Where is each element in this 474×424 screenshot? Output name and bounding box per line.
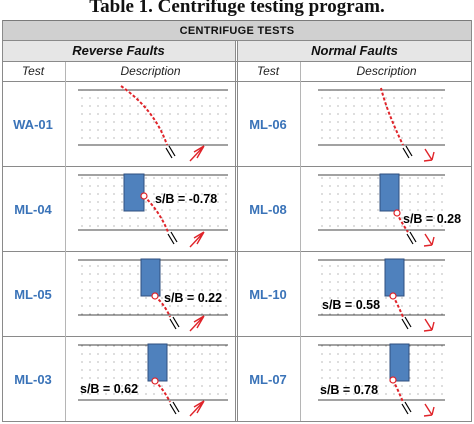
test-id: ML-05 xyxy=(14,287,52,302)
grid-line xyxy=(237,41,238,421)
fault-mark xyxy=(167,233,175,245)
soil-layer xyxy=(78,175,228,230)
fault-mark xyxy=(401,318,409,330)
diagram-ml-07: s/B = 0.78 xyxy=(318,343,445,417)
fault-trace xyxy=(120,85,168,146)
footing xyxy=(123,173,145,212)
diagram-ml-04: s/B = -0.78 xyxy=(78,173,228,248)
footing xyxy=(389,343,410,382)
test-id: ML-07 xyxy=(249,372,287,387)
soil-layer xyxy=(318,90,445,145)
uplift-arrow-icon xyxy=(189,231,205,248)
fault-outcrop-point xyxy=(140,192,148,200)
downthrow-arrow-icon xyxy=(423,318,435,332)
table-caption: Table 1. Centrifuge testing program. xyxy=(89,0,385,17)
fault-mark xyxy=(169,403,177,415)
fault-trace xyxy=(380,87,404,146)
sb-label: s/B = 0.58 xyxy=(322,298,380,312)
sb-label: s/B = 0.78 xyxy=(320,383,378,397)
footing xyxy=(379,173,400,212)
soil-layer xyxy=(318,260,445,315)
grid-line xyxy=(2,20,3,421)
fault-mark xyxy=(409,231,417,243)
grid-line xyxy=(2,421,472,422)
fault-mark xyxy=(169,318,177,330)
test-id: ML-06 xyxy=(249,117,287,132)
uplift-arrow-icon xyxy=(189,400,205,417)
diagram-ml-06 xyxy=(318,87,445,162)
test-id: WA-01 xyxy=(13,117,53,132)
column-header-description: Description xyxy=(66,62,235,81)
grid-line xyxy=(471,20,472,421)
soil-layer xyxy=(318,345,445,400)
fault-mark xyxy=(168,145,176,157)
diagram-ml-08: s/B = 0.28 xyxy=(318,173,461,247)
fault-mark xyxy=(405,145,413,157)
grid-line xyxy=(300,62,301,421)
fault-mark xyxy=(172,401,180,413)
fault-mark xyxy=(404,316,412,328)
grid-line xyxy=(2,40,472,41)
diagram-ml-03: s/B = 0.62 xyxy=(78,343,228,417)
fault-mark xyxy=(404,401,412,413)
diagram-ml-10: s/B = 0.58 xyxy=(318,258,445,332)
fault-outcrop-point xyxy=(151,292,159,300)
footing xyxy=(140,258,161,297)
sb-label: s/B = 0.62 xyxy=(80,382,138,396)
sb-label: s/B = -0.78 xyxy=(155,192,217,206)
grid-line xyxy=(65,62,66,421)
uplift-arrow-icon xyxy=(189,315,205,332)
grid-line xyxy=(235,41,236,421)
downthrow-arrow-icon xyxy=(423,233,435,247)
fault-outcrop-point xyxy=(389,292,397,300)
column-header-description: Description xyxy=(301,62,472,81)
test-id: ML-03 xyxy=(14,372,52,387)
fault-mark xyxy=(401,403,409,415)
fault-mark xyxy=(165,147,173,159)
column-header-test: Test xyxy=(237,62,299,81)
fault-outcrop-point xyxy=(389,376,397,384)
uplift-arrow-icon xyxy=(189,145,205,162)
diagram-wa-01 xyxy=(78,85,228,162)
fault-mark xyxy=(402,147,410,159)
test-id: ML-08 xyxy=(249,202,287,217)
footing xyxy=(384,258,405,297)
sb-label: s/B = 0.28 xyxy=(403,212,461,226)
fault-mark xyxy=(406,233,414,245)
fault-mark xyxy=(170,231,178,243)
fault-mark xyxy=(172,316,180,328)
fault-trace xyxy=(143,195,169,233)
diagram-ml-05: s/B = 0.22 xyxy=(78,258,228,332)
fault-outcrop-point xyxy=(151,377,159,385)
column-header-test: Test xyxy=(2,62,64,81)
reverse-faults-header: Reverse Faults xyxy=(2,41,235,61)
test-id: ML-10 xyxy=(249,287,287,302)
fault-outcrop-point xyxy=(393,209,401,217)
downthrow-arrow-icon xyxy=(423,403,435,417)
downthrow-arrow-icon xyxy=(423,148,435,162)
sb-label: s/B = 0.22 xyxy=(164,291,222,305)
table-title: CENTRIFUGE TESTS xyxy=(2,20,472,40)
normal-faults-header: Normal Faults xyxy=(237,41,472,61)
footing xyxy=(147,343,168,382)
test-id: ML-04 xyxy=(14,202,52,217)
